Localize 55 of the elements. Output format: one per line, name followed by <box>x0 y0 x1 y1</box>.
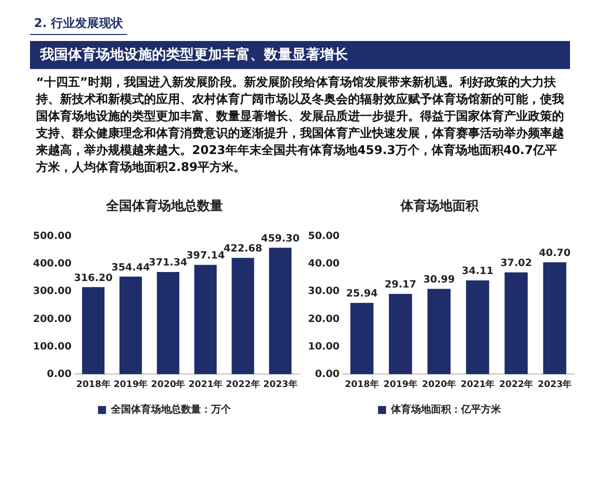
y-tick-label: 500.00 <box>32 231 72 242</box>
text: “十四五”时期，我国进入新发展阶段。新发展阶段给体育场馆发展带来新机遇。利好政策的大力扶持、新技术和新模式的应用、农村体育广阔市场以及冬奥会的辐射效应赋予体育场馆新的可能，使我国体育场地设施的类型更加丰富、数量显著增长、发展品质进一步提升。得益于国家体育产业政策的支持、群众健康理念和体育消费意识的逐渐提升，我国体育产业快速发展，体育赛事活动举办频率越来越高，举办规模越来越大。2023年年末全国共有体育场地459.3万个，体育场地面积40.7亿平方米，人均体育场地面积2.89平方米。 <box>34 74 565 176</box>
data-label: 422.68 <box>224 243 262 254</box>
data-label: 371.34 <box>148 258 188 269</box>
y-tick-label: 400.00 <box>32 258 72 270</box>
x-tick-label: 2022年 <box>226 378 260 390</box>
x-tick-label: 2022年 <box>499 378 534 390</box>
bar <box>388 294 412 374</box>
x-tick-label: 2021年 <box>460 378 495 390</box>
data-label: 25.94 <box>346 288 378 300</box>
bar <box>194 264 217 374</box>
data-label: 397.14 <box>186 250 225 262</box>
data-label: 29.17 <box>384 280 416 291</box>
y-tick-label: 0.00 <box>46 368 72 380</box>
data-label: 37.02 <box>500 258 532 269</box>
y-tick-label: 10.00 <box>308 341 340 352</box>
x-tick-label: 2020年 <box>422 378 456 390</box>
text: 我国体育场地设施的类型更加丰富、数量显著增长 <box>30 41 570 69</box>
legend-label: 体育场地面积：亿平方米 <box>390 404 502 416</box>
bar <box>504 272 528 374</box>
chart-title: 全国体育场地总数量 <box>105 198 223 214</box>
data-label: 459.30 <box>261 233 300 244</box>
data-label: 34.11 <box>462 266 494 277</box>
y-tick-label: 50.00 <box>308 231 340 242</box>
legend-label: 全国体育场地总数量：万个 <box>110 404 232 416</box>
bar <box>269 248 292 374</box>
bar <box>543 262 566 374</box>
data-label: 354.44 <box>111 262 150 274</box>
text: 2. 行业发展现状 <box>30 13 128 35</box>
chart-title: 体育场地面积 <box>400 198 480 214</box>
data-label: 316.20 <box>74 272 113 284</box>
x-tick-label: 2018年 <box>344 378 379 390</box>
bar <box>156 272 180 374</box>
x-tick-label: 2018年 <box>76 378 110 390</box>
bar <box>232 258 254 374</box>
y-tick-label: 30.00 <box>308 286 340 298</box>
y-tick-label: 200.00 <box>32 314 72 325</box>
y-tick-label: 0.00 <box>314 368 340 380</box>
x-tick-label: 2020年 <box>151 378 186 390</box>
x-tick-label: 2023年 <box>263 378 298 390</box>
bar <box>119 276 142 374</box>
y-tick-label: 100.00 <box>32 341 72 352</box>
x-tick-label: 2023年 <box>538 378 572 390</box>
x-tick-label: 2019年 <box>383 378 418 390</box>
y-tick-label: 20.00 <box>308 314 340 325</box>
x-tick-label: 2019年 <box>114 378 148 390</box>
data-label: 40.70 <box>538 248 571 259</box>
bar <box>466 280 490 374</box>
bar <box>350 302 374 374</box>
data-label: 30.99 <box>423 274 455 286</box>
bar <box>82 287 105 374</box>
y-tick-label: 300.00 <box>32 286 72 298</box>
y-tick-label: 40.00 <box>308 258 340 270</box>
bar <box>427 288 451 374</box>
x-tick-label: 2021年 <box>188 378 223 390</box>
